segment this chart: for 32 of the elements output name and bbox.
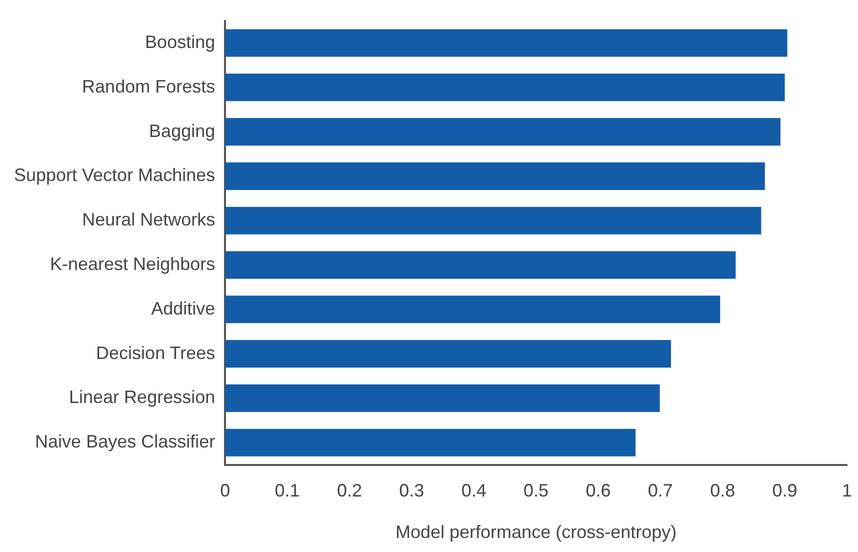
y-tick-label: Random Forests [82, 76, 216, 96]
x-tick-label: 0.1 [274, 480, 300, 501]
x-axis-title: Model performance (cross-entropy) [396, 522, 677, 542]
x-tick-label: 0.2 [336, 480, 362, 501]
y-tick-label: Additive [151, 298, 216, 318]
bar [225, 428, 636, 456]
y-tick-label: K-nearest Neighbors [50, 254, 216, 274]
y-tick-label: Decision Trees [96, 342, 216, 363]
bar [225, 251, 736, 279]
y-tick-label: Boosting [145, 32, 216, 52]
x-tick-label: 0.9 [772, 480, 798, 501]
y-tick-label: Naive Bayes Classifier [35, 432, 216, 452]
x-tick-label: 0.6 [586, 480, 611, 501]
y-tick-label: Neural Networks [82, 210, 216, 230]
bar [225, 74, 785, 102]
bar [225, 162, 765, 190]
x-tick-label: 0 [220, 480, 230, 501]
x-tick-label: 0.7 [648, 480, 673, 501]
bar [225, 118, 780, 146]
x-tick-label: 0.5 [524, 480, 549, 501]
x-tick-label: 0.3 [399, 480, 424, 501]
bar [225, 340, 671, 368]
y-tick-label: Support Vector Machines [14, 165, 216, 186]
bar [225, 296, 720, 324]
x-tick-label: 1 [842, 480, 852, 501]
x-tick-label: 0.4 [461, 480, 486, 501]
x-tick-label: 0.8 [710, 480, 736, 501]
bar [225, 384, 660, 412]
bar [225, 29, 788, 57]
y-tick-label: Linear Regression [69, 387, 216, 408]
y-tick-label: Bagging [149, 120, 216, 141]
bar [225, 206, 762, 234]
